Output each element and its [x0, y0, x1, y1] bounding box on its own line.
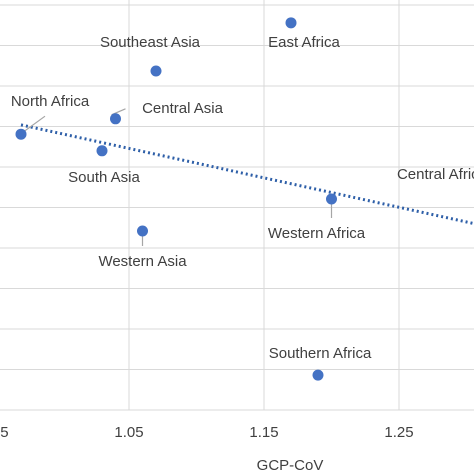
point-label: South Asia — [68, 169, 140, 186]
trendline — [20, 123, 474, 226]
point — [150, 65, 162, 77]
point-label: East Africa — [268, 34, 340, 51]
x-tick-label: 1.05 — [114, 424, 143, 441]
point-label: Western Africa — [268, 225, 366, 242]
point — [15, 128, 27, 140]
point — [110, 113, 121, 125]
point — [326, 193, 337, 205]
x-tick-label: 1.25 — [384, 424, 413, 441]
point — [96, 145, 108, 157]
point-label: Southeast Asia — [100, 34, 201, 51]
point-label: Western Asia — [98, 253, 187, 270]
leader-line — [22, 115, 46, 133]
x-tick-label: 0.95 — [0, 424, 9, 441]
point-label: Southern Africa — [269, 345, 372, 362]
x-axis-label: GCP-CoV — [257, 457, 324, 474]
x-tick-label: 1.15 — [249, 424, 278, 441]
point-label: North Africa — [11, 93, 90, 110]
point-label: Central Africa — [397, 166, 474, 183]
point — [137, 225, 148, 237]
point — [312, 369, 324, 381]
point — [285, 17, 297, 29]
point-label: Central Asia — [142, 100, 224, 117]
